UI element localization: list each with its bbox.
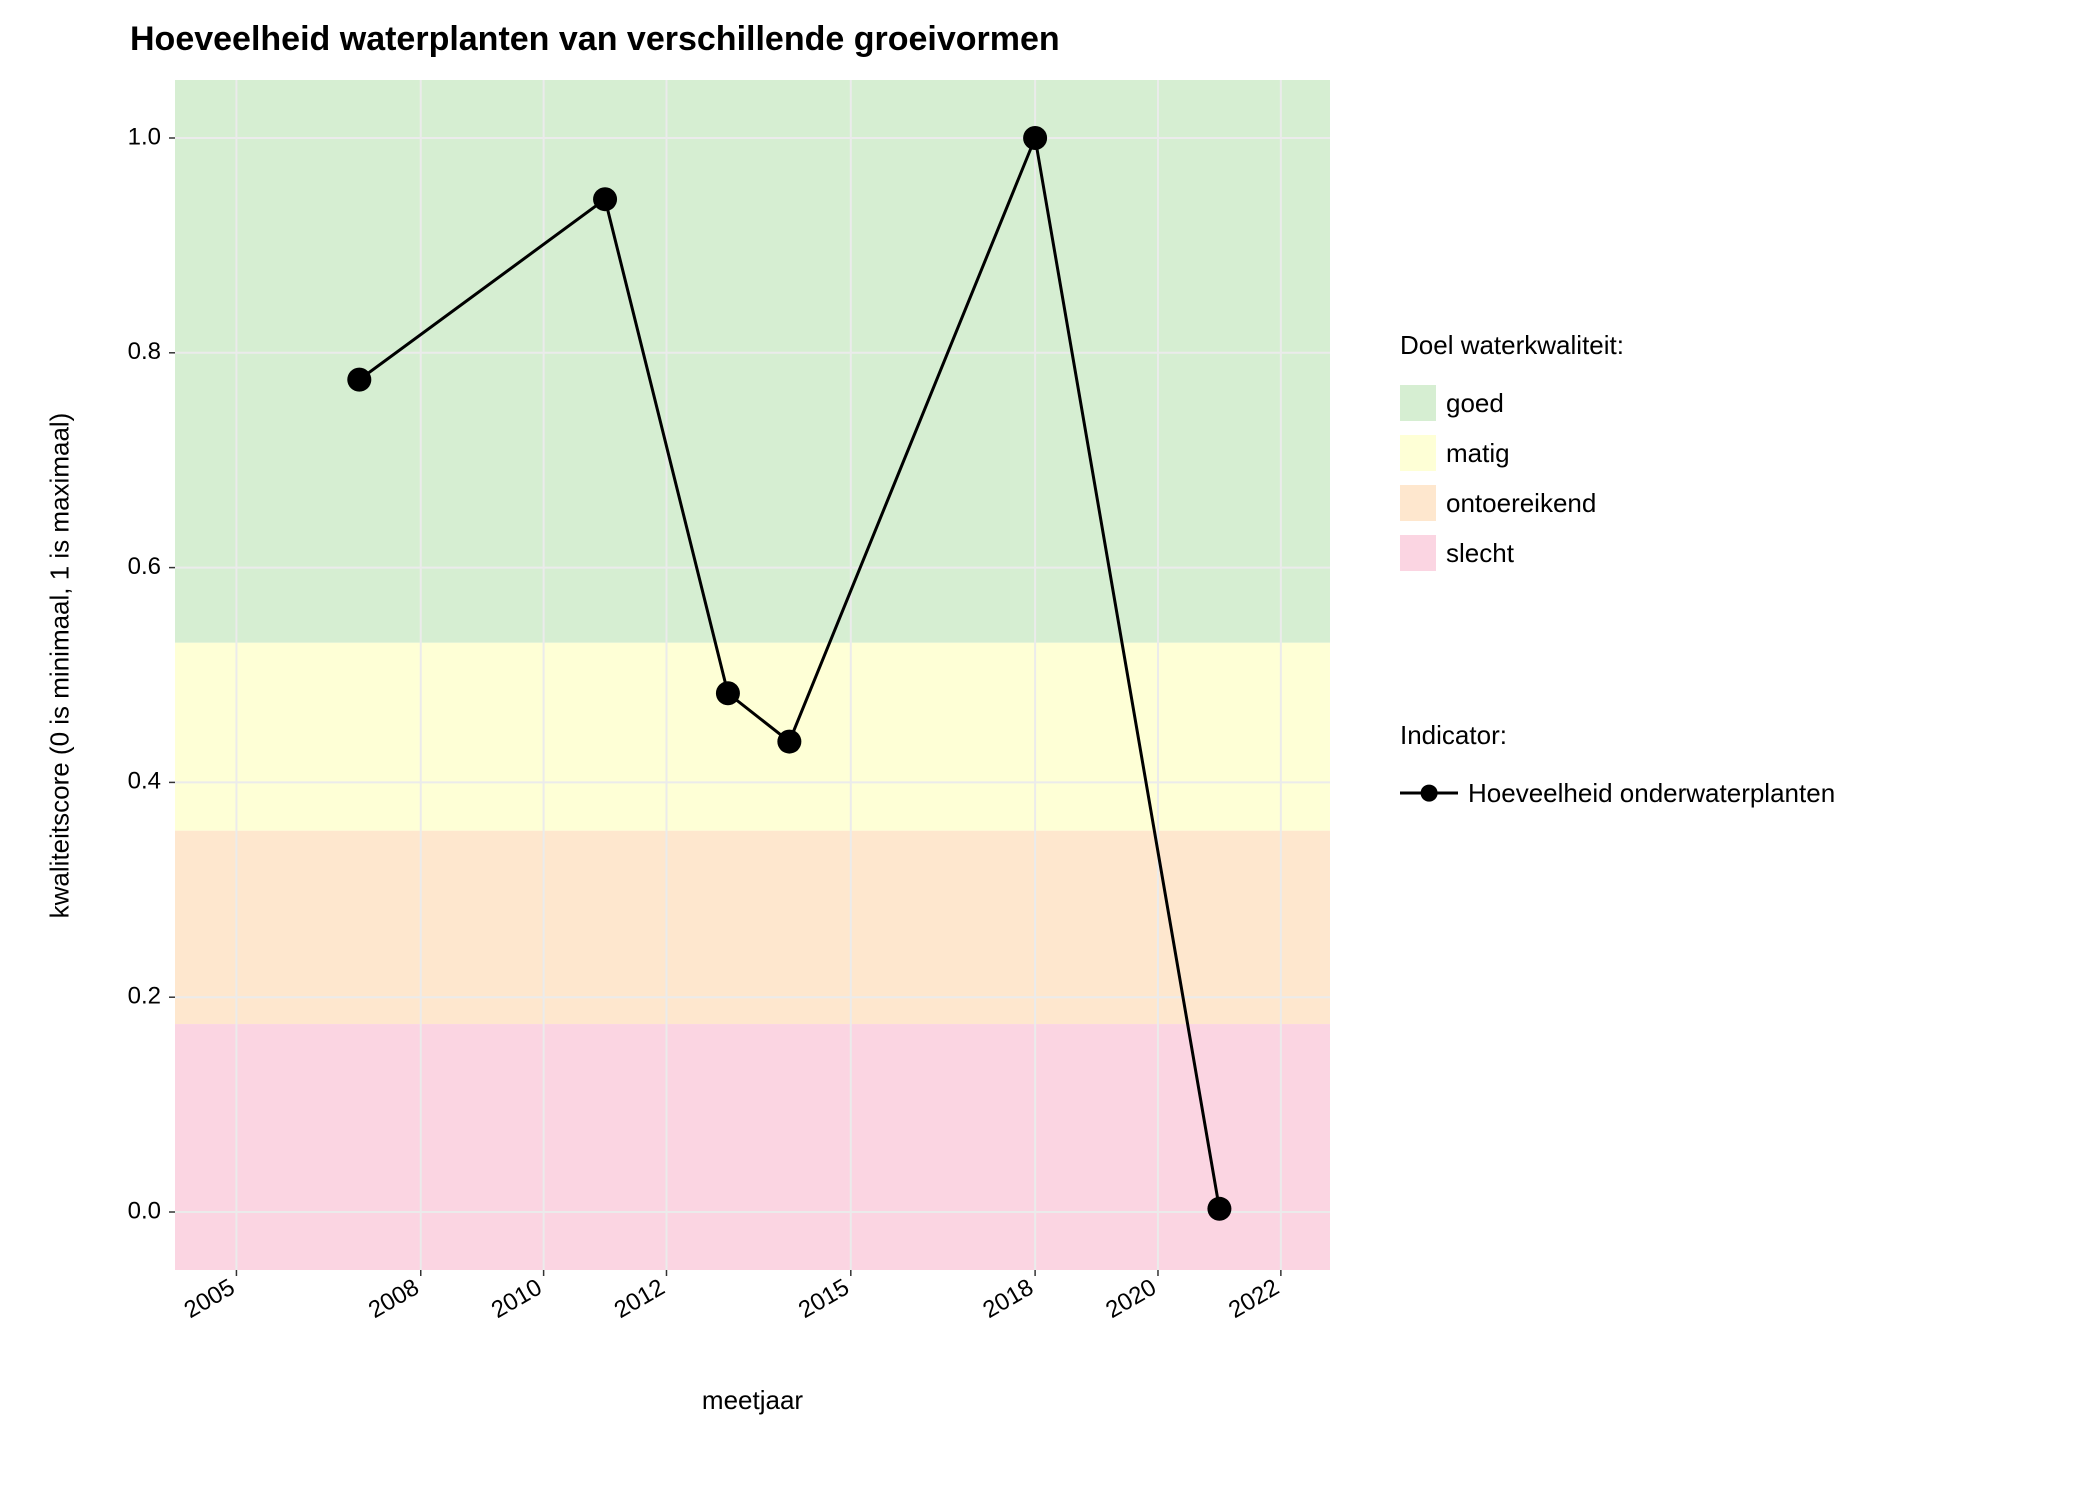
svg-text:2015: 2015 <box>794 1274 854 1324</box>
svg-text:1.0: 1.0 <box>128 123 161 150</box>
legend-item: slecht <box>1400 535 1624 571</box>
x-axis-label: meetjaar <box>175 1385 1330 1416</box>
svg-text:0.0: 0.0 <box>128 1197 161 1224</box>
series-legend-title: Indicator: <box>1400 720 1835 751</box>
svg-text:2018: 2018 <box>978 1274 1038 1324</box>
svg-text:2010: 2010 <box>487 1274 547 1324</box>
legend-item: ontoereikend <box>1400 485 1624 521</box>
chart-title: Hoeveelheid waterplanten van verschillen… <box>130 20 1060 59</box>
svg-text:0.6: 0.6 <box>128 553 161 580</box>
legend-label: slecht <box>1446 538 1514 569</box>
y-axis-label: kwaliteitscore (0 is minimaal, 1 is maxi… <box>45 386 76 946</box>
legend-line-sample <box>1400 775 1458 811</box>
band-legend-title: Doel waterkwaliteit: <box>1400 330 1624 361</box>
svg-text:0.4: 0.4 <box>128 768 161 795</box>
legend-item: Hoeveelheid onderwaterplanten <box>1400 775 1835 811</box>
chart-container: Hoeveelheid waterplanten van verschillen… <box>0 0 2100 1500</box>
svg-text:2020: 2020 <box>1101 1274 1161 1324</box>
svg-text:2012: 2012 <box>610 1274 670 1324</box>
legend-swatch <box>1400 485 1436 521</box>
legend-swatch <box>1400 385 1436 421</box>
legend-label: goed <box>1446 388 1504 419</box>
legend-swatch <box>1400 535 1436 571</box>
series-legend: Indicator: Hoeveelheid onderwaterplanten <box>1400 720 1835 819</box>
svg-text:2005: 2005 <box>180 1274 240 1324</box>
legend-item: matig <box>1400 435 1624 471</box>
legend-label: Hoeveelheid onderwaterplanten <box>1468 778 1835 809</box>
legend-swatch <box>1400 435 1436 471</box>
legend-item: goed <box>1400 385 1624 421</box>
svg-text:0.8: 0.8 <box>128 338 161 365</box>
legend-label: ontoereikend <box>1446 488 1596 519</box>
legend-label: matig <box>1446 438 1510 469</box>
band-legend: Doel waterkwaliteit: goed matig ontoereike… <box>1400 330 1624 585</box>
svg-text:2022: 2022 <box>1224 1274 1284 1324</box>
svg-text:0.2: 0.2 <box>128 983 161 1010</box>
svg-text:2008: 2008 <box>364 1274 424 1324</box>
